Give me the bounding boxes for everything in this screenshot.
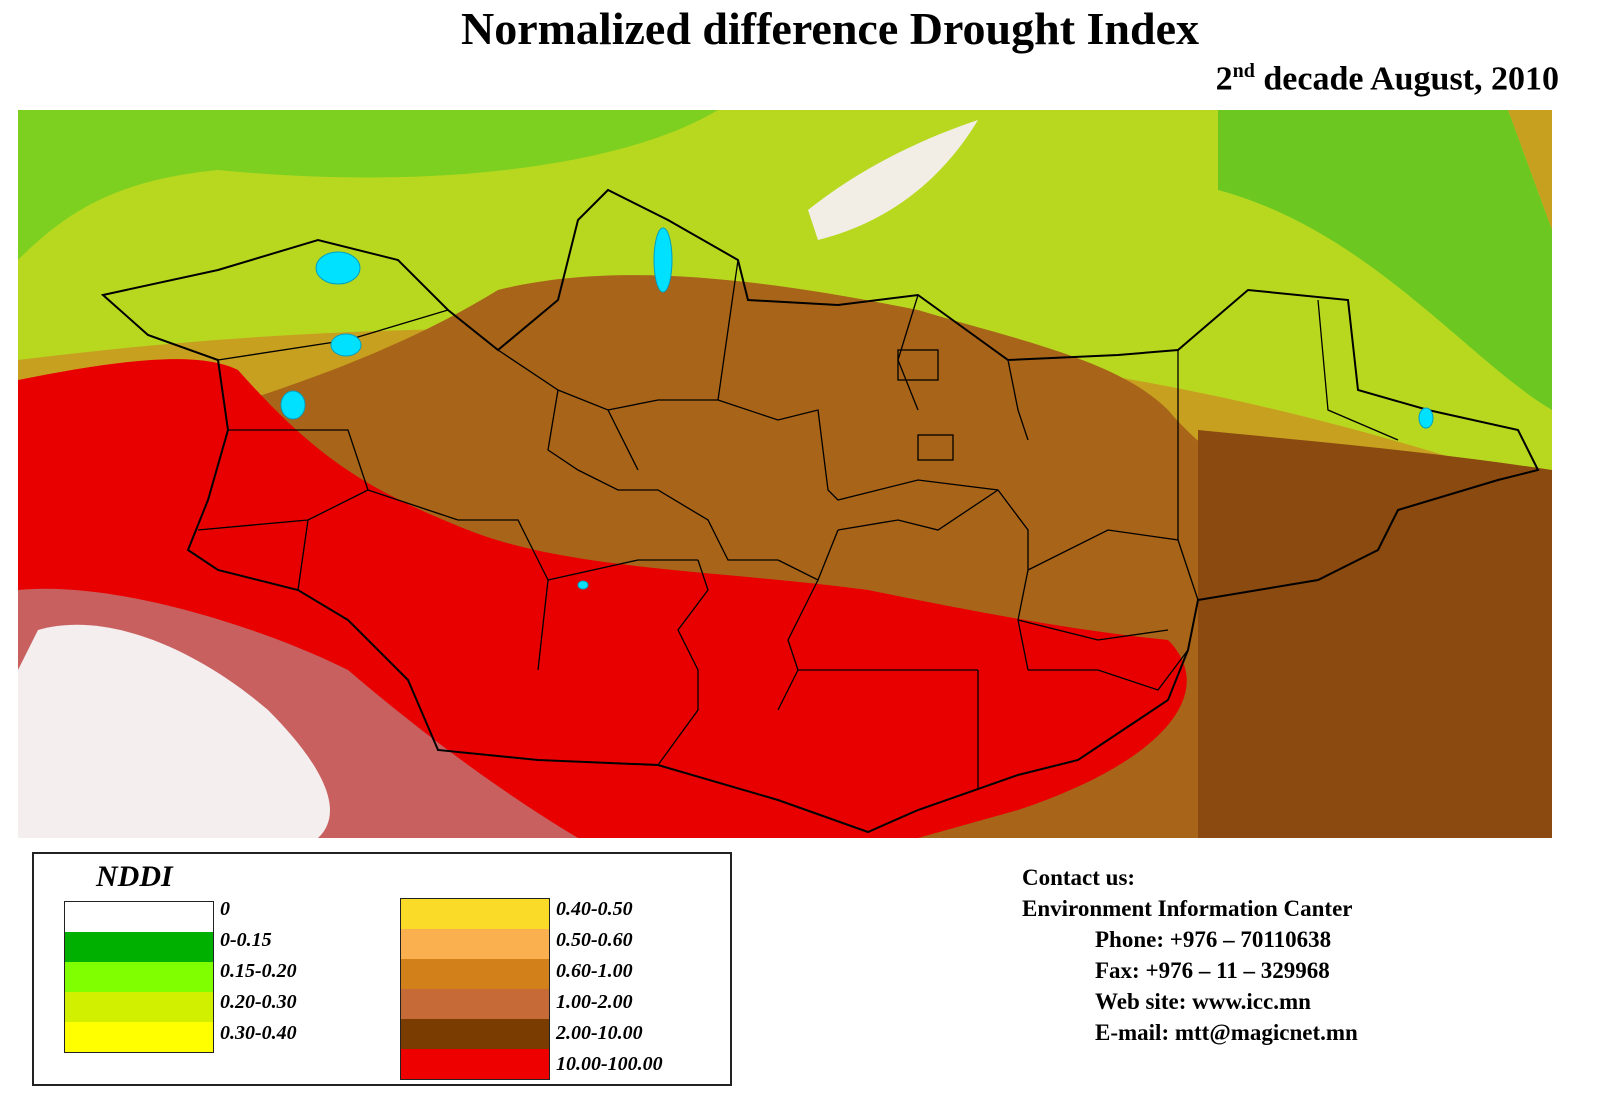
- legend-swatch: [65, 992, 213, 1022]
- legend-label: 0: [220, 898, 230, 920]
- legend-label: 0.50-0.60: [556, 929, 633, 951]
- east-dark-region: [1198, 430, 1552, 838]
- legend-swatch: [65, 902, 213, 932]
- lake-uvs: [315, 251, 361, 285]
- subtitle-ordinal: 2: [1215, 60, 1233, 98]
- contact-website[interactable]: Web site: www.icc.mn: [1095, 989, 1311, 1014]
- contact-block: Contact us: Environment Information Cant…: [1022, 862, 1358, 1048]
- legend-swatch: [65, 932, 213, 962]
- contact-email[interactable]: E-mail: mtt@magicnet.mn: [1095, 1020, 1358, 1045]
- legend-label: 0.20-0.30: [220, 991, 297, 1013]
- legend-swatch: [65, 1022, 213, 1052]
- legend-swatch: [401, 929, 549, 959]
- lake-buir: [1418, 407, 1434, 429]
- legend-title: NDDI: [96, 860, 173, 893]
- legend-swatch: [401, 1049, 549, 1079]
- lake-baikal-area: [808, 120, 978, 240]
- lake-small: [577, 580, 589, 590]
- lake-khyargas: [330, 333, 362, 357]
- legend-label: 2.00-10.00: [556, 1022, 643, 1044]
- legend-label: 1.00-2.00: [556, 991, 633, 1013]
- subtitle-date: decade August, 2010: [1254, 60, 1559, 98]
- subtitle-suffix: nd: [1232, 60, 1255, 82]
- map-subtitle: 2nd decade August, 2010: [1216, 60, 1559, 98]
- nddi-legend: NDDI 0 0-0.15 0.15-0.20 0.20-0.30 0.30-0.40 0…: [32, 852, 732, 1086]
- lake-khuvsgul: [653, 227, 673, 293]
- legend-swatch: [401, 989, 549, 1019]
- legend-ramp-low: [64, 901, 214, 1053]
- legend-label: 0.15-0.20: [220, 960, 297, 982]
- legend-swatch: [401, 899, 549, 929]
- legend-label: 0.60-1.00: [556, 960, 633, 982]
- legend-swatch: [401, 1019, 549, 1049]
- drought-index-map: [18, 110, 1552, 838]
- legend-label: 0.30-0.40: [220, 1022, 297, 1044]
- legend-swatch: [401, 959, 549, 989]
- contact-phone: Phone: +976 – 70110638: [1095, 927, 1332, 952]
- map-title: Normalized difference Drought Index: [460, 3, 1200, 54]
- contact-organization: Environment Information Canter: [1022, 896, 1353, 921]
- northeast-green-region: [1218, 110, 1552, 410]
- legend-ramp-high: [400, 898, 550, 1080]
- lake-khar-us: [280, 390, 306, 420]
- legend-label: 10.00-100.00: [556, 1053, 663, 1075]
- contact-heading: Contact us:: [1022, 865, 1136, 890]
- legend-label: 0-0.15: [220, 929, 272, 951]
- north-green-region: [18, 110, 718, 260]
- mongolia-border: [100, 188, 1540, 834]
- legend-label: 0.40-0.50: [556, 898, 633, 920]
- lakes: [280, 227, 1434, 590]
- contact-fax: Fax: +976 – 11 – 329968: [1095, 958, 1330, 983]
- southwest-bare-region: [18, 624, 330, 838]
- legend-swatch: [65, 962, 213, 992]
